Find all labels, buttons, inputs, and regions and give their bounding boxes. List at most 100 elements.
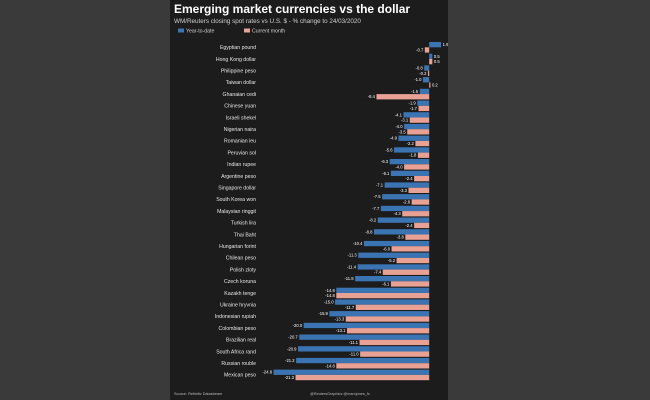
value-label-year-to-date-south-korea-won: -7.5 [373,194,381,199]
bar-current-month-russian-rouble [336,363,430,369]
value-label-year-to-date-chilean-peso: -11.3 [348,253,358,258]
category-label-hong-kong-dollar: Hong Kong dollar [216,57,256,63]
value-label-current-month-ukraine-hryvnia: -11.7 [345,305,355,310]
value-label-year-to-date-taiwan-dollar: -1.0 [414,77,422,82]
category-label-hungarian-forint: Hungarian forint [219,244,256,250]
category-label-polish-zloty: Polish zloty [230,267,257,273]
category-label-turkish-lira: Turkish lira [231,221,256,227]
bar-current-month-peruvian-sol [417,152,430,158]
bar-current-month-colombian-peso [346,328,430,334]
value-label-year-to-date-nigerian-naira: -4.0 [395,124,403,129]
value-label-current-month-polish-zloty: -7.4 [374,270,382,275]
chart-title: Emerging market currencies vs the dollar [174,2,410,16]
legend-label-current-month: Current month [252,28,285,34]
value-label-current-month-indian-rupee: -4.0 [395,164,403,169]
value-label-year-to-date-thai-baht: -8.8 [365,229,373,234]
category-label-brazilian-real: Brazilian real [226,338,256,344]
bar-current-month-israeli-shekel [409,117,430,123]
category-label-singapore-dollar: Singapore dollar [218,186,256,192]
bar-year-to-date-ukraine-hryvnia [335,299,430,305]
value-label-current-month-chilean-peso: -5.2 [388,258,396,263]
value-label-current-month-philippine-peso: -0.2 [419,71,427,76]
value-label-current-month-colombian-peso: -13.1 [336,328,346,333]
value-label-year-to-date-polish-zloty: -11.4 [347,264,357,269]
bar-year-to-date-argentine-peso [390,170,430,176]
plot-area: Egyptian pound 1.9 -0.7 Hong Kong dollar 0.5… [215,42,448,381]
value-label-current-month-kazakh-tenge: -14.8 [325,293,335,298]
bar-current-month-indonesian-rupiah [345,316,430,322]
category-label-malaysian-ringgit: Malaysian ringgit [217,209,256,215]
bar-current-month-indian-rupee [404,164,430,170]
bar-year-to-date-polish-zloty [357,264,430,270]
bar-year-to-date-czech-koruna [355,276,430,282]
category-label-kazakh-tenge: Kazakh tenge [224,291,256,297]
value-label-year-to-date-indonesian-rupiah: -15.9 [318,311,328,316]
category-label-indonesian-rupiah: Indonesian rupiah [215,314,256,320]
category-label-taiwan-dollar: Taiwan dollar [226,80,257,86]
category-label-indian-rupee: Indian rupee [227,162,256,168]
value-label-current-month-thai-baht: -3.8 [397,235,405,240]
bar-year-to-date-turkish-lira [377,217,430,223]
value-label-current-month-malaysian-ringgit: -4.3 [393,211,401,216]
bar-current-month-turkish-lira [414,222,430,229]
value-label-year-to-date-singapore-dollar: -7.1 [376,183,384,188]
value-label-current-month-romanian-leu: -2.2 [407,141,415,146]
value-label-current-month-south-korea-won: -2.8 [403,200,411,205]
value-label-current-month-israeli-shekel: -3.1 [401,118,409,123]
category-label-chinese-yuan: Chinese yuan [224,104,256,110]
category-label-colombian-peso: Colombian peso [219,326,257,332]
bar-current-month-thai-baht [405,234,430,240]
bar-year-to-date-malaysian-ringgit [380,205,430,212]
value-label-year-to-date-south-africa-rand: -20.9 [287,346,297,351]
bar-year-to-date-hungarian-forint [363,240,430,247]
value-label-year-to-date-ukraine-hryvnia: -15.0 [324,300,334,305]
value-label-year-to-date-ghanaian-cedi: -1.5 [411,89,419,94]
bar-current-month-romanian-leu [415,140,430,147]
value-label-current-month-argentine-peso: -2.4 [405,176,413,181]
chart-panel: Emerging market currencies vs the dollar… [170,0,448,400]
value-label-year-to-date-brazilian-real: -20.7 [288,335,298,340]
bar-current-month-egyptian-pound [424,47,430,53]
bar-current-month-malaysian-ringgit [402,211,430,217]
bar-year-to-date-thai-baht [373,229,430,235]
bar-current-month-hungarian-forint [391,246,430,252]
bar-current-month-singapore-dollar [408,187,430,193]
legend-label-year-to-date: Year-to-date [186,28,214,34]
bar-current-month-south-korea-won [411,199,430,205]
chart-subtitle: WM/Reuters closing spot rates vs U.S. $ … [174,18,361,25]
bar-year-to-date-nigerian-naira [404,123,430,130]
value-label-current-month-hungarian-forint: -6.0 [383,246,391,251]
bar-year-to-date-south-korea-won [382,194,430,200]
value-label-current-month-brazilian-real: -11.1 [349,340,359,345]
legend-swatch-current-month [244,28,250,33]
category-label-south-africa-rand: South Africa rand [216,349,256,355]
bar-year-to-date-chinese-yuan [417,100,430,106]
category-label-peruvian-sol: Peruvian sol [227,150,256,156]
bar-current-month-ghanaian-cedi [376,94,430,100]
value-label-year-to-date-kazakh-tenge: -14.8 [325,288,335,293]
bar-year-to-date-taiwan-dollar [422,77,430,83]
value-label-current-month-singapore-dollar: -3.3 [400,188,408,193]
bar-year-to-date-south-africa-rand [298,346,430,352]
bar-current-month-south-africa-rand [360,351,430,357]
bar-current-month-chilean-peso [396,257,430,264]
bar-year-to-date-singapore-dollar [384,182,430,188]
legend-swatch-year-to-date [178,28,184,33]
value-label-year-to-date-russian-rouble: -21.2 [285,358,295,363]
value-label-year-to-date-czech-koruna: -11.8 [344,276,354,281]
value-label-current-month-egyptian-pound: -0.7 [416,47,424,52]
value-label-year-to-date-hungarian-forint: -10.4 [353,241,363,246]
value-label-year-to-date-turkish-lira: -8.2 [369,218,377,223]
value-label-current-month-turkish-lira: -2.4 [405,223,413,228]
value-label-year-to-date-argentine-peso: -6.1 [382,171,390,176]
bar-year-to-date-colombian-peso [303,322,430,329]
value-label-year-to-date-chinese-yuan: -1.9 [409,101,417,106]
bar-current-month-polish-zloty [382,269,430,275]
category-label-mexican-peso: Mexican peso [224,373,256,379]
bar-current-month-hong-kong-dollar [429,59,433,65]
category-label-ukraine-hryvnia: Ukraine hryvnia [220,303,256,309]
bar-current-month-argentine-peso [414,176,430,182]
value-label-year-to-date-philippine-peso: -0.8 [415,66,423,71]
category-label-ghanaian-cedi: Ghanaian cedi [223,92,256,98]
value-label-year-to-date-egyptian-pound: 1.9 [443,42,448,47]
